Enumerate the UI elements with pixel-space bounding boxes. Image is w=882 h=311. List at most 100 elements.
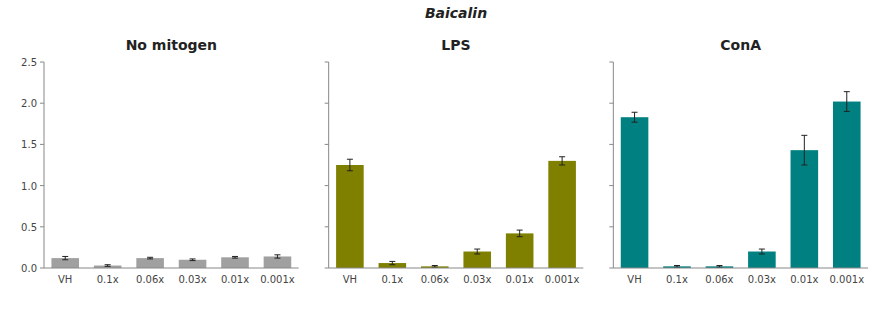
marks xyxy=(336,157,576,268)
error-cap xyxy=(759,249,765,250)
bar xyxy=(221,257,249,268)
bar xyxy=(791,150,819,268)
error-bar xyxy=(759,249,765,254)
error-cap xyxy=(474,249,480,250)
error-bar xyxy=(232,256,238,258)
y-tick-label: 2.0 xyxy=(21,98,37,109)
error-stem xyxy=(349,159,350,171)
error-cap xyxy=(559,165,565,166)
error-cap xyxy=(147,258,153,259)
y-tick xyxy=(40,62,44,63)
error-cap xyxy=(190,258,196,259)
error-cap xyxy=(62,259,68,260)
error-cap xyxy=(105,266,111,267)
panel-title: LPS xyxy=(441,37,470,53)
error-cap xyxy=(632,112,638,113)
error-cap xyxy=(232,256,238,257)
x-tick-label: 0.01x xyxy=(221,274,249,285)
y-axis-line xyxy=(613,62,614,268)
bar xyxy=(748,252,776,268)
error-cap xyxy=(674,265,680,266)
error-bar xyxy=(844,92,850,112)
y-tick-label: 0.5 xyxy=(21,222,37,233)
y-tick-label: 1.5 xyxy=(21,139,37,150)
bar xyxy=(136,258,164,268)
x-tick-label: 0.06x xyxy=(421,274,449,285)
error-bar xyxy=(474,249,480,254)
error-cap xyxy=(105,264,111,265)
error-stem xyxy=(477,249,478,254)
error-bar xyxy=(559,157,565,165)
y-tick xyxy=(40,185,44,186)
y-axis-line xyxy=(328,62,329,268)
y-tick xyxy=(325,268,329,269)
y-tick xyxy=(609,62,613,63)
x-tick-label: 0.1x xyxy=(97,274,119,285)
panel-title: No mitogen xyxy=(126,37,217,53)
x-tick-label: 0.1x xyxy=(381,274,403,285)
error-bar xyxy=(347,159,353,171)
error-bar xyxy=(147,257,153,259)
error-cap xyxy=(801,135,807,136)
error-bar xyxy=(105,265,111,267)
bar xyxy=(833,102,861,268)
y-tick xyxy=(40,226,44,227)
x-tick-label: 0.01x xyxy=(790,274,818,285)
annotation: Baicalin xyxy=(425,5,487,21)
error-stem xyxy=(761,249,762,254)
y-tick xyxy=(40,268,44,269)
x-axis-line xyxy=(44,268,299,269)
x-tick-label: 0.01x xyxy=(506,274,534,285)
x-tick-label: 0.001x xyxy=(830,274,865,285)
error-cap xyxy=(274,258,280,259)
error-cap xyxy=(389,264,395,265)
error-bar xyxy=(274,255,280,258)
error-stem xyxy=(519,230,520,237)
x-tick-label: 0.03x xyxy=(178,274,206,285)
error-cap xyxy=(432,265,438,266)
panel-title: ConA xyxy=(720,37,761,53)
y-tick xyxy=(609,144,613,145)
error-cap xyxy=(844,111,850,112)
error-cap xyxy=(232,258,238,259)
error-bar xyxy=(716,266,722,268)
x-tick-label: 0.1x xyxy=(666,274,688,285)
error-stem xyxy=(634,112,635,122)
error-bar xyxy=(190,259,196,261)
error-cap xyxy=(517,230,523,231)
y-tick xyxy=(609,185,613,186)
bar xyxy=(51,258,79,268)
bar xyxy=(264,256,292,268)
bar xyxy=(621,117,649,268)
y-tick xyxy=(40,103,44,104)
y-tick xyxy=(325,144,329,145)
error-cap xyxy=(801,165,807,166)
y-tick xyxy=(609,226,613,227)
error-bar xyxy=(674,266,680,268)
chart-canvas: No mitogen0.00.51.01.52.02.5VH0.1x0.06x0… xyxy=(0,0,882,311)
panel: LPSBaicalinVH0.1x0.06x0.03x0.01x0.001x xyxy=(325,5,584,285)
y-tick-label: 1.0 xyxy=(21,181,37,192)
error-bar xyxy=(632,112,638,122)
y-axis-line xyxy=(44,62,45,268)
y-tick xyxy=(325,62,329,63)
x-tick-label: 0.001x xyxy=(260,274,295,285)
y-tick-label: 0.0 xyxy=(21,263,37,274)
x-tick-label: VH xyxy=(58,274,72,285)
x-tick-label: 0.03x xyxy=(748,274,776,285)
bar xyxy=(463,252,491,268)
error-stem xyxy=(562,157,563,165)
x-tick-label: VH xyxy=(627,274,641,285)
error-cap xyxy=(62,256,68,257)
error-bar xyxy=(517,230,523,237)
bar xyxy=(506,233,534,268)
error-bar xyxy=(432,266,438,268)
error-cap xyxy=(632,122,638,123)
error-cap xyxy=(347,170,353,171)
panel: ConAVH0.1x0.06x0.03x0.01x0.001x xyxy=(609,37,868,285)
x-tick-label: 0.03x xyxy=(463,274,491,285)
error-cap xyxy=(347,159,353,160)
error-cap xyxy=(759,253,765,254)
bar xyxy=(548,161,576,268)
error-cap xyxy=(844,91,850,92)
